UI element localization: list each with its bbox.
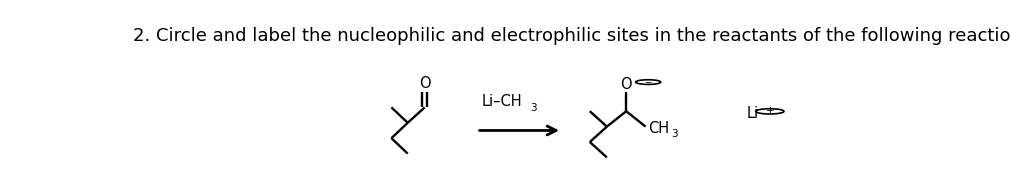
Text: +: + xyxy=(765,106,774,116)
Text: Li: Li xyxy=(746,106,758,121)
Text: Li–CH: Li–CH xyxy=(481,94,522,109)
Text: O: O xyxy=(419,77,431,91)
Text: −: − xyxy=(644,77,652,87)
Text: CH: CH xyxy=(648,121,669,136)
Text: 3: 3 xyxy=(530,102,537,112)
Text: 3: 3 xyxy=(671,129,678,139)
Text: 2. Circle and label the nucleophilic and electrophilic sites in the reactants of: 2. Circle and label the nucleophilic and… xyxy=(132,27,1011,45)
Text: O: O xyxy=(621,77,632,92)
